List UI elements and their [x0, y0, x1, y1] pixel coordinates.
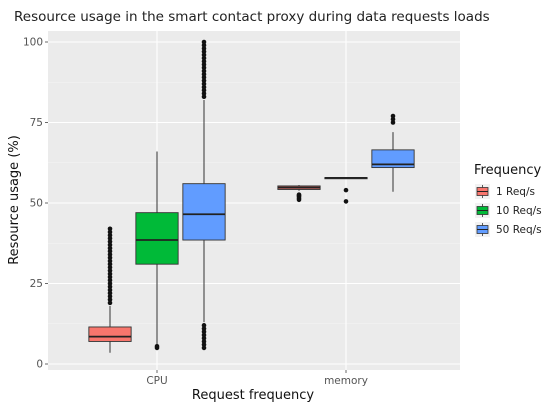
outlier-point [343, 199, 349, 204]
x-axis-label: Request frequency [192, 388, 314, 403]
box-body [88, 326, 132, 342]
outlier-point [201, 46, 207, 51]
legend-label: 50 Req/s [496, 224, 542, 236]
outlier-point [107, 249, 113, 254]
outlier-point [201, 326, 207, 331]
y-tick-label: 100 [23, 37, 43, 49]
box-1-req-s-cpu [88, 226, 132, 353]
y-tick-label: 0 [36, 359, 43, 371]
box-10-req-s-cpu [135, 151, 179, 351]
x-tick-label: memory [324, 375, 368, 387]
outlier-point [107, 239, 113, 244]
outlier-point [107, 226, 113, 232]
box-50-req-s-memory [371, 113, 415, 192]
outlier-point [107, 255, 113, 261]
outlier-point [107, 236, 113, 241]
boxes-layer [88, 39, 415, 353]
outlier-point [201, 39, 207, 45]
outlier-point [201, 339, 207, 344]
outlier-point [201, 59, 207, 64]
outlier-point [107, 274, 113, 280]
outlier-point [201, 88, 207, 93]
outlier-point [107, 258, 113, 264]
outlier-point [201, 62, 207, 67]
outlier-point [201, 52, 207, 58]
outlier-point [154, 343, 160, 349]
outlier-point [201, 91, 207, 96]
outlier-point [201, 68, 207, 74]
outlier-point [201, 332, 207, 338]
outlier-point [201, 329, 207, 335]
outlier-point [201, 55, 207, 61]
outlier-point [107, 261, 113, 267]
legend-label: 1 Req/s [496, 186, 535, 198]
x-axis-ticks: CPU memory [146, 370, 368, 387]
box-1-req-s-memory [277, 184, 321, 203]
outlier-point [343, 187, 349, 193]
y-axis-label: Resource usage (%) [7, 135, 22, 265]
outlier-point [201, 65, 207, 71]
y-axis-ticks: 0 25 50 75 100 [23, 37, 48, 371]
outlier-point [107, 290, 113, 296]
outlier-point [201, 342, 207, 347]
y-tick-label: 25 [30, 278, 43, 290]
outlier-point [107, 300, 113, 306]
box-50-req-s-cpu [182, 39, 226, 351]
outlier-point [107, 232, 113, 238]
outlier-point [107, 252, 113, 257]
outlier-point [107, 287, 113, 293]
outlier-point [390, 113, 396, 119]
outlier-point [390, 116, 396, 122]
outlier-point [107, 281, 113, 286]
box-body [182, 183, 226, 241]
outlier-point [107, 294, 113, 299]
outlier-point [107, 245, 113, 251]
outlier-point [107, 265, 113, 270]
legend-title: Frequency [474, 163, 541, 178]
outlier-point [201, 323, 207, 328]
outlier-point [390, 120, 396, 125]
outlier-point [201, 78, 207, 83]
outlier-point [201, 84, 207, 90]
chart-title: Resource usage in the smart contact prox… [14, 9, 490, 25]
y-tick-label: 50 [30, 198, 43, 210]
box-body [371, 149, 415, 169]
outlier-point [201, 94, 207, 100]
box-10-req-s-memory [324, 176, 368, 204]
outlier-point [201, 345, 207, 351]
outlier-point [107, 242, 113, 248]
outlier-point [201, 335, 207, 341]
outlier-point [201, 42, 207, 48]
outlier-point [201, 75, 207, 80]
outlier-point [107, 271, 113, 277]
legend-label: 10 Req/s [496, 205, 542, 217]
outlier-point [107, 297, 113, 302]
outlier-point [201, 49, 207, 54]
outlier-point [107, 277, 113, 283]
outlier-point [296, 192, 302, 197]
legend: Frequency 1 Req/s 10 Req/s 50 Req/s [474, 163, 542, 237]
outlier-point [201, 71, 207, 77]
outlier-point [107, 268, 113, 273]
y-tick-label: 75 [30, 117, 43, 129]
plot-panel [48, 31, 460, 370]
x-tick-label: CPU [146, 375, 167, 387]
outlier-point [107, 284, 113, 290]
outlier-point [201, 81, 207, 87]
outlier-point [107, 229, 113, 235]
box-body [135, 212, 179, 265]
